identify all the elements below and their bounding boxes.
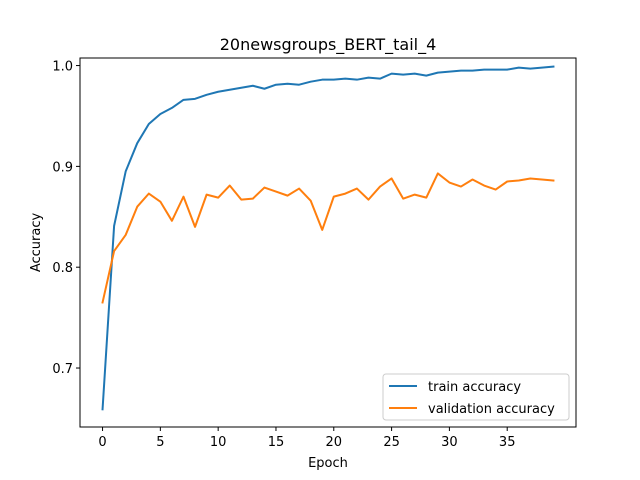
x-axis-title: Epoch (308, 456, 348, 471)
y-tick-label: 1.0 (52, 60, 73, 75)
x-tick-label: 35 (499, 435, 516, 450)
legend: train accuracy validation accuracy (382, 373, 570, 421)
chart-title: 20newsgroups_BERT_tail_4 (220, 35, 437, 55)
x-tick-label: 0 (98, 435, 106, 450)
plot-frame (79, 57, 577, 428)
y-tick-label: 0.8 (52, 261, 73, 276)
y-tick-label: 0.9 (52, 160, 73, 175)
plot-background (80, 58, 576, 427)
x-tick-label: 20 (326, 435, 343, 450)
y-axis: 0.7 0.8 0.9 1.0 (52, 60, 80, 377)
x-tick-label: 15 (268, 435, 285, 450)
x-tick-label: 5 (156, 435, 164, 450)
x-tick-label: 25 (383, 435, 400, 450)
x-tick-label: 30 (441, 435, 458, 450)
legend-label-validation-accuracy: validation accuracy (428, 402, 555, 417)
series-line-validation-accuracy (101, 172, 555, 304)
x-axis: 0 5 10 15 20 25 30 35 (98, 427, 515, 450)
legend-frame (382, 373, 570, 421)
series-layer (101, 65, 555, 411)
series-line-train-accuracy (101, 65, 555, 411)
y-axis-title: Accuracy (29, 213, 44, 273)
legend-label-train-accuracy: train accuracy (428, 380, 521, 395)
x-tick-label: 10 (210, 435, 227, 450)
y-tick-label: 0.7 (52, 362, 73, 377)
